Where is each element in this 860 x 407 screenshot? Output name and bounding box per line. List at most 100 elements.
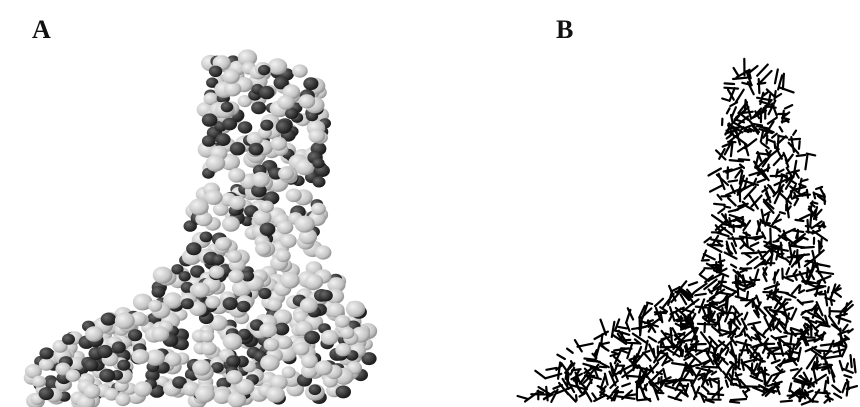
atom-sphere: [251, 102, 266, 115]
atom-sphere: [335, 343, 351, 356]
bond: [600, 367, 606, 368]
bond: [718, 209, 724, 214]
bond: [748, 322, 760, 325]
atom-sphere: [222, 118, 237, 131]
bond: [627, 323, 630, 331]
bond: [585, 390, 592, 401]
atom-sphere: [346, 301, 365, 318]
bond: [799, 179, 802, 191]
bond: [571, 368, 575, 375]
bond: [783, 74, 784, 89]
bond: [824, 194, 825, 204]
bond: [663, 369, 665, 377]
bond: [736, 335, 742, 337]
atom-sphere: [295, 216, 315, 233]
bond: [768, 185, 775, 193]
atom-sphere: [311, 203, 326, 215]
atom-sphere: [222, 216, 240, 231]
atom-sphere: [260, 201, 274, 213]
bond: [708, 394, 723, 395]
bond: [611, 363, 613, 373]
bond: [798, 258, 799, 268]
bond: [728, 198, 736, 205]
atom-sphere: [132, 349, 150, 364]
bond: [752, 337, 757, 339]
atom-sphere: [226, 370, 243, 384]
atom-sphere: [228, 270, 244, 283]
bond: [784, 344, 790, 345]
bond: [843, 369, 853, 373]
atom-sphere: [336, 385, 351, 398]
bond: [751, 243, 759, 246]
bond: [787, 308, 793, 310]
bond: [778, 254, 784, 255]
atom-sphere: [315, 360, 333, 375]
atom-sphere: [309, 384, 322, 395]
atom-sphere: [186, 242, 201, 255]
bond: [733, 78, 747, 79]
bond: [645, 385, 646, 390]
bond: [736, 90, 744, 103]
bond: [775, 336, 786, 338]
bond: [795, 172, 799, 178]
atom-sphere: [299, 94, 316, 108]
bond: [821, 239, 822, 248]
atom-sphere: [148, 300, 162, 312]
atom-sphere: [312, 158, 324, 168]
bond: [813, 231, 827, 241]
atom-sphere: [228, 168, 245, 183]
bond: [726, 350, 729, 355]
bond: [718, 304, 725, 307]
bond: [731, 144, 733, 157]
bond: [828, 287, 829, 292]
bond: [723, 145, 728, 147]
bond: [615, 319, 619, 330]
atom-sphere: [152, 286, 166, 298]
bond: [705, 237, 711, 242]
bond: [709, 290, 712, 294]
atom-sphere: [115, 312, 135, 329]
bond: [768, 246, 776, 247]
bond: [785, 105, 792, 108]
bond: [612, 352, 619, 354]
bond: [714, 204, 725, 205]
bond: [726, 214, 727, 225]
bond: [761, 263, 768, 265]
atom-sphere: [263, 338, 279, 351]
atom-sphere: [223, 69, 240, 84]
bond: [736, 374, 742, 375]
atom-sphere: [285, 108, 298, 119]
bond: [744, 233, 750, 236]
atom-sphere: [238, 121, 253, 133]
bond: [825, 399, 829, 403]
bond: [618, 327, 627, 329]
atom-sphere: [267, 298, 282, 311]
atom-sphere: [237, 301, 251, 313]
atom-sphere: [313, 177, 326, 188]
bond: [803, 237, 808, 239]
atom-sphere: [304, 331, 320, 344]
atom-sphere: [223, 333, 243, 350]
atom-sphere: [201, 342, 217, 356]
bond: [797, 155, 805, 156]
bond: [747, 292, 748, 300]
bond: [655, 312, 666, 313]
bond: [757, 98, 770, 100]
bond: [535, 371, 545, 378]
bond: [741, 112, 753, 114]
atom-sphere: [192, 283, 210, 298]
atom-sphere: [62, 334, 75, 345]
atom-sphere: [278, 167, 294, 180]
bond: [729, 180, 738, 181]
atom-sphere: [268, 58, 287, 74]
atom-sphere: [195, 386, 215, 403]
atom-sphere: [260, 355, 280, 372]
bond: [783, 118, 789, 120]
bond: [792, 230, 803, 232]
bond: [799, 285, 800, 290]
atom-sphere: [115, 393, 130, 406]
bond: [780, 212, 785, 213]
bond: [713, 388, 723, 398]
bond: [725, 207, 731, 208]
bond: [705, 304, 716, 305]
